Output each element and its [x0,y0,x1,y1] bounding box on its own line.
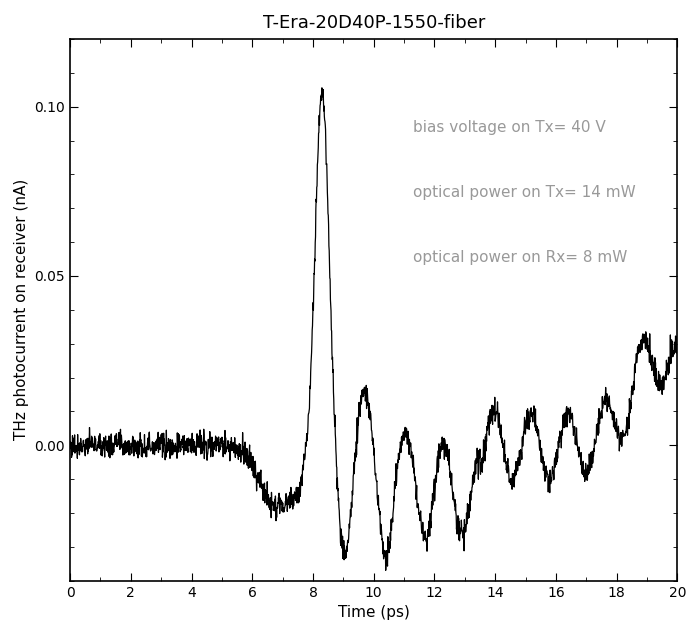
Title: T-Era-20D40P-1550-fiber: T-Era-20D40P-1550-fiber [262,14,485,32]
Text: bias voltage on Tx= 40 V: bias voltage on Tx= 40 V [413,120,606,135]
Y-axis label: THz photocurrent on receiver (nA): THz photocurrent on receiver (nA) [14,179,29,441]
Text: optical power on Rx= 8 mW: optical power on Rx= 8 mW [413,250,628,265]
X-axis label: Time (ps): Time (ps) [338,605,409,620]
Text: optical power on Tx= 14 mW: optical power on Tx= 14 mW [413,185,636,200]
